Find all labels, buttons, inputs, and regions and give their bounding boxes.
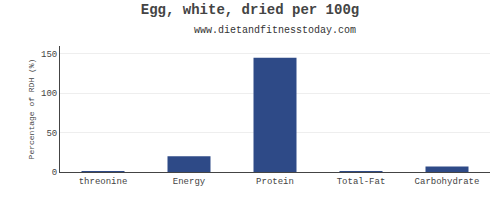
svg-text:150: 150: [41, 50, 57, 60]
svg-text:Egg, white, dried per 100g: Egg, white, dried per 100g: [141, 2, 359, 18]
svg-text:0: 0: [52, 168, 57, 178]
svg-text:Total-Fat: Total-Fat: [337, 177, 386, 187]
svg-text:Energy: Energy: [173, 177, 206, 187]
svg-text:Protein: Protein: [256, 177, 294, 187]
svg-text:Percentage of RDH (%): Percentage of RDH (%): [27, 59, 36, 160]
svg-text:50: 50: [46, 129, 57, 139]
svg-text:Carbohydrate: Carbohydrate: [415, 177, 480, 187]
svg-text:threonine: threonine: [79, 177, 128, 187]
svg-text:100: 100: [41, 89, 57, 99]
svg-text:www.dietandfitnesstoday.com: www.dietandfitnesstoday.com: [194, 25, 356, 36]
